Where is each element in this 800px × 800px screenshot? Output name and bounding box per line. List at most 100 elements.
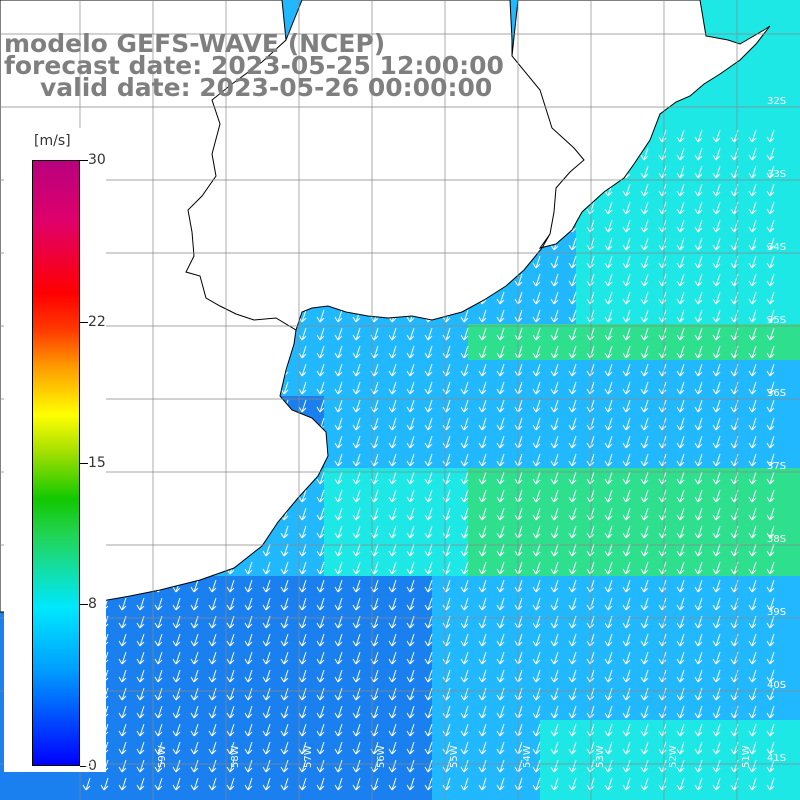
wind-arrow <box>172 759 181 773</box>
wind-arrow <box>532 309 541 323</box>
wind-arrow <box>622 237 631 251</box>
wind-arrow <box>640 417 649 431</box>
wind-arrow <box>550 273 559 287</box>
wind-arrow <box>460 417 469 431</box>
field-cell <box>288 792 324 800</box>
wind-arrow <box>208 669 217 683</box>
wind-arrow <box>532 345 541 359</box>
wind-arrow <box>640 687 649 701</box>
wind-arrow <box>748 219 757 233</box>
wind-arrow <box>766 129 775 143</box>
wind-arrow <box>766 327 775 341</box>
longitude-label: 56W <box>376 745 387 768</box>
wind-arrow <box>676 453 685 467</box>
wind-arrow <box>424 489 433 503</box>
wind-arrow <box>550 687 559 701</box>
wind-arrow <box>568 741 577 755</box>
wind-arrow <box>442 435 451 449</box>
wind-arrow <box>496 453 505 467</box>
wind-arrow <box>298 741 307 755</box>
wind-arrow <box>334 417 343 431</box>
wind-arrow <box>478 345 487 359</box>
wind-arrow <box>226 597 235 611</box>
colorbar-tick-label: 15 <box>88 455 106 471</box>
wind-arrow <box>460 345 469 359</box>
wind-arrow <box>406 453 415 467</box>
wind-arrow <box>604 417 613 431</box>
field-cell <box>792 288 800 324</box>
wind-arrow <box>298 579 307 593</box>
wind-arrow <box>748 579 757 593</box>
wind-arrow <box>406 363 415 377</box>
wind-arrow <box>496 597 505 611</box>
wind-arrow <box>334 309 343 323</box>
wind-arrow <box>298 561 307 575</box>
wind-arrow <box>352 471 361 485</box>
wind-arrow <box>460 777 469 791</box>
wind-arrow <box>100 777 109 791</box>
wind-arrow <box>280 741 289 755</box>
wind-arrow <box>568 435 577 449</box>
wind-arrow <box>712 165 721 179</box>
wind-arrow <box>622 417 631 431</box>
wind-arrow <box>712 525 721 539</box>
colorbar-tick-mark <box>80 766 88 767</box>
wind-arrow <box>766 687 775 701</box>
wind-arrow <box>712 633 721 647</box>
field-cell <box>792 432 800 468</box>
wind-arrow <box>208 777 217 791</box>
wind-arrow <box>370 741 379 755</box>
wind-arrow <box>316 525 325 539</box>
wind-arrow <box>676 435 685 449</box>
wind-arrow <box>154 723 163 737</box>
wind-arrow <box>622 309 631 323</box>
wind-arrow <box>676 651 685 665</box>
wind-arrow <box>748 489 757 503</box>
wind-arrow <box>226 741 235 755</box>
wind-arrow <box>316 399 325 413</box>
wind-arrow <box>460 381 469 395</box>
wind-arrow <box>244 759 253 773</box>
wind-arrow <box>460 543 469 557</box>
wind-arrow <box>370 561 379 575</box>
wind-arrow <box>370 543 379 557</box>
wind-arrow <box>514 363 523 377</box>
wind-arrow <box>334 669 343 683</box>
wind-arrow <box>766 435 775 449</box>
wind-arrow <box>370 471 379 485</box>
wind-arrow <box>694 309 703 323</box>
wind-arrow <box>190 633 199 647</box>
wind-arrow <box>388 633 397 647</box>
wind-arrow <box>424 723 433 737</box>
wind-arrow <box>406 525 415 539</box>
wind-arrow <box>766 777 775 791</box>
wind-arrow <box>334 597 343 611</box>
wind-arrow <box>622 507 631 521</box>
wind-arrow <box>676 381 685 395</box>
wind-arrow <box>262 561 271 575</box>
wind-arrow <box>748 381 757 395</box>
wind-arrow <box>334 561 343 575</box>
wind-arrow <box>262 759 271 773</box>
wind-arrow <box>424 435 433 449</box>
field-cell <box>0 792 36 800</box>
wind-arrow <box>748 237 757 251</box>
wind-arrow <box>460 723 469 737</box>
wind-arrow <box>640 291 649 305</box>
wind-arrow <box>712 453 721 467</box>
wind-arrow <box>694 759 703 773</box>
wind-arrow <box>442 543 451 557</box>
wind-arrow <box>136 597 145 611</box>
field-cell <box>108 792 144 800</box>
wind-arrow <box>334 525 343 539</box>
wind-arrow <box>532 507 541 521</box>
wind-arrow <box>676 255 685 269</box>
wind-arrow <box>370 579 379 593</box>
wind-arrow <box>478 399 487 413</box>
wind-arrow <box>82 777 91 791</box>
field-cell <box>792 324 800 360</box>
wind-arrow <box>442 507 451 521</box>
wind-arrow <box>406 561 415 575</box>
wind-arrow <box>514 417 523 431</box>
wind-arrow <box>280 543 289 557</box>
